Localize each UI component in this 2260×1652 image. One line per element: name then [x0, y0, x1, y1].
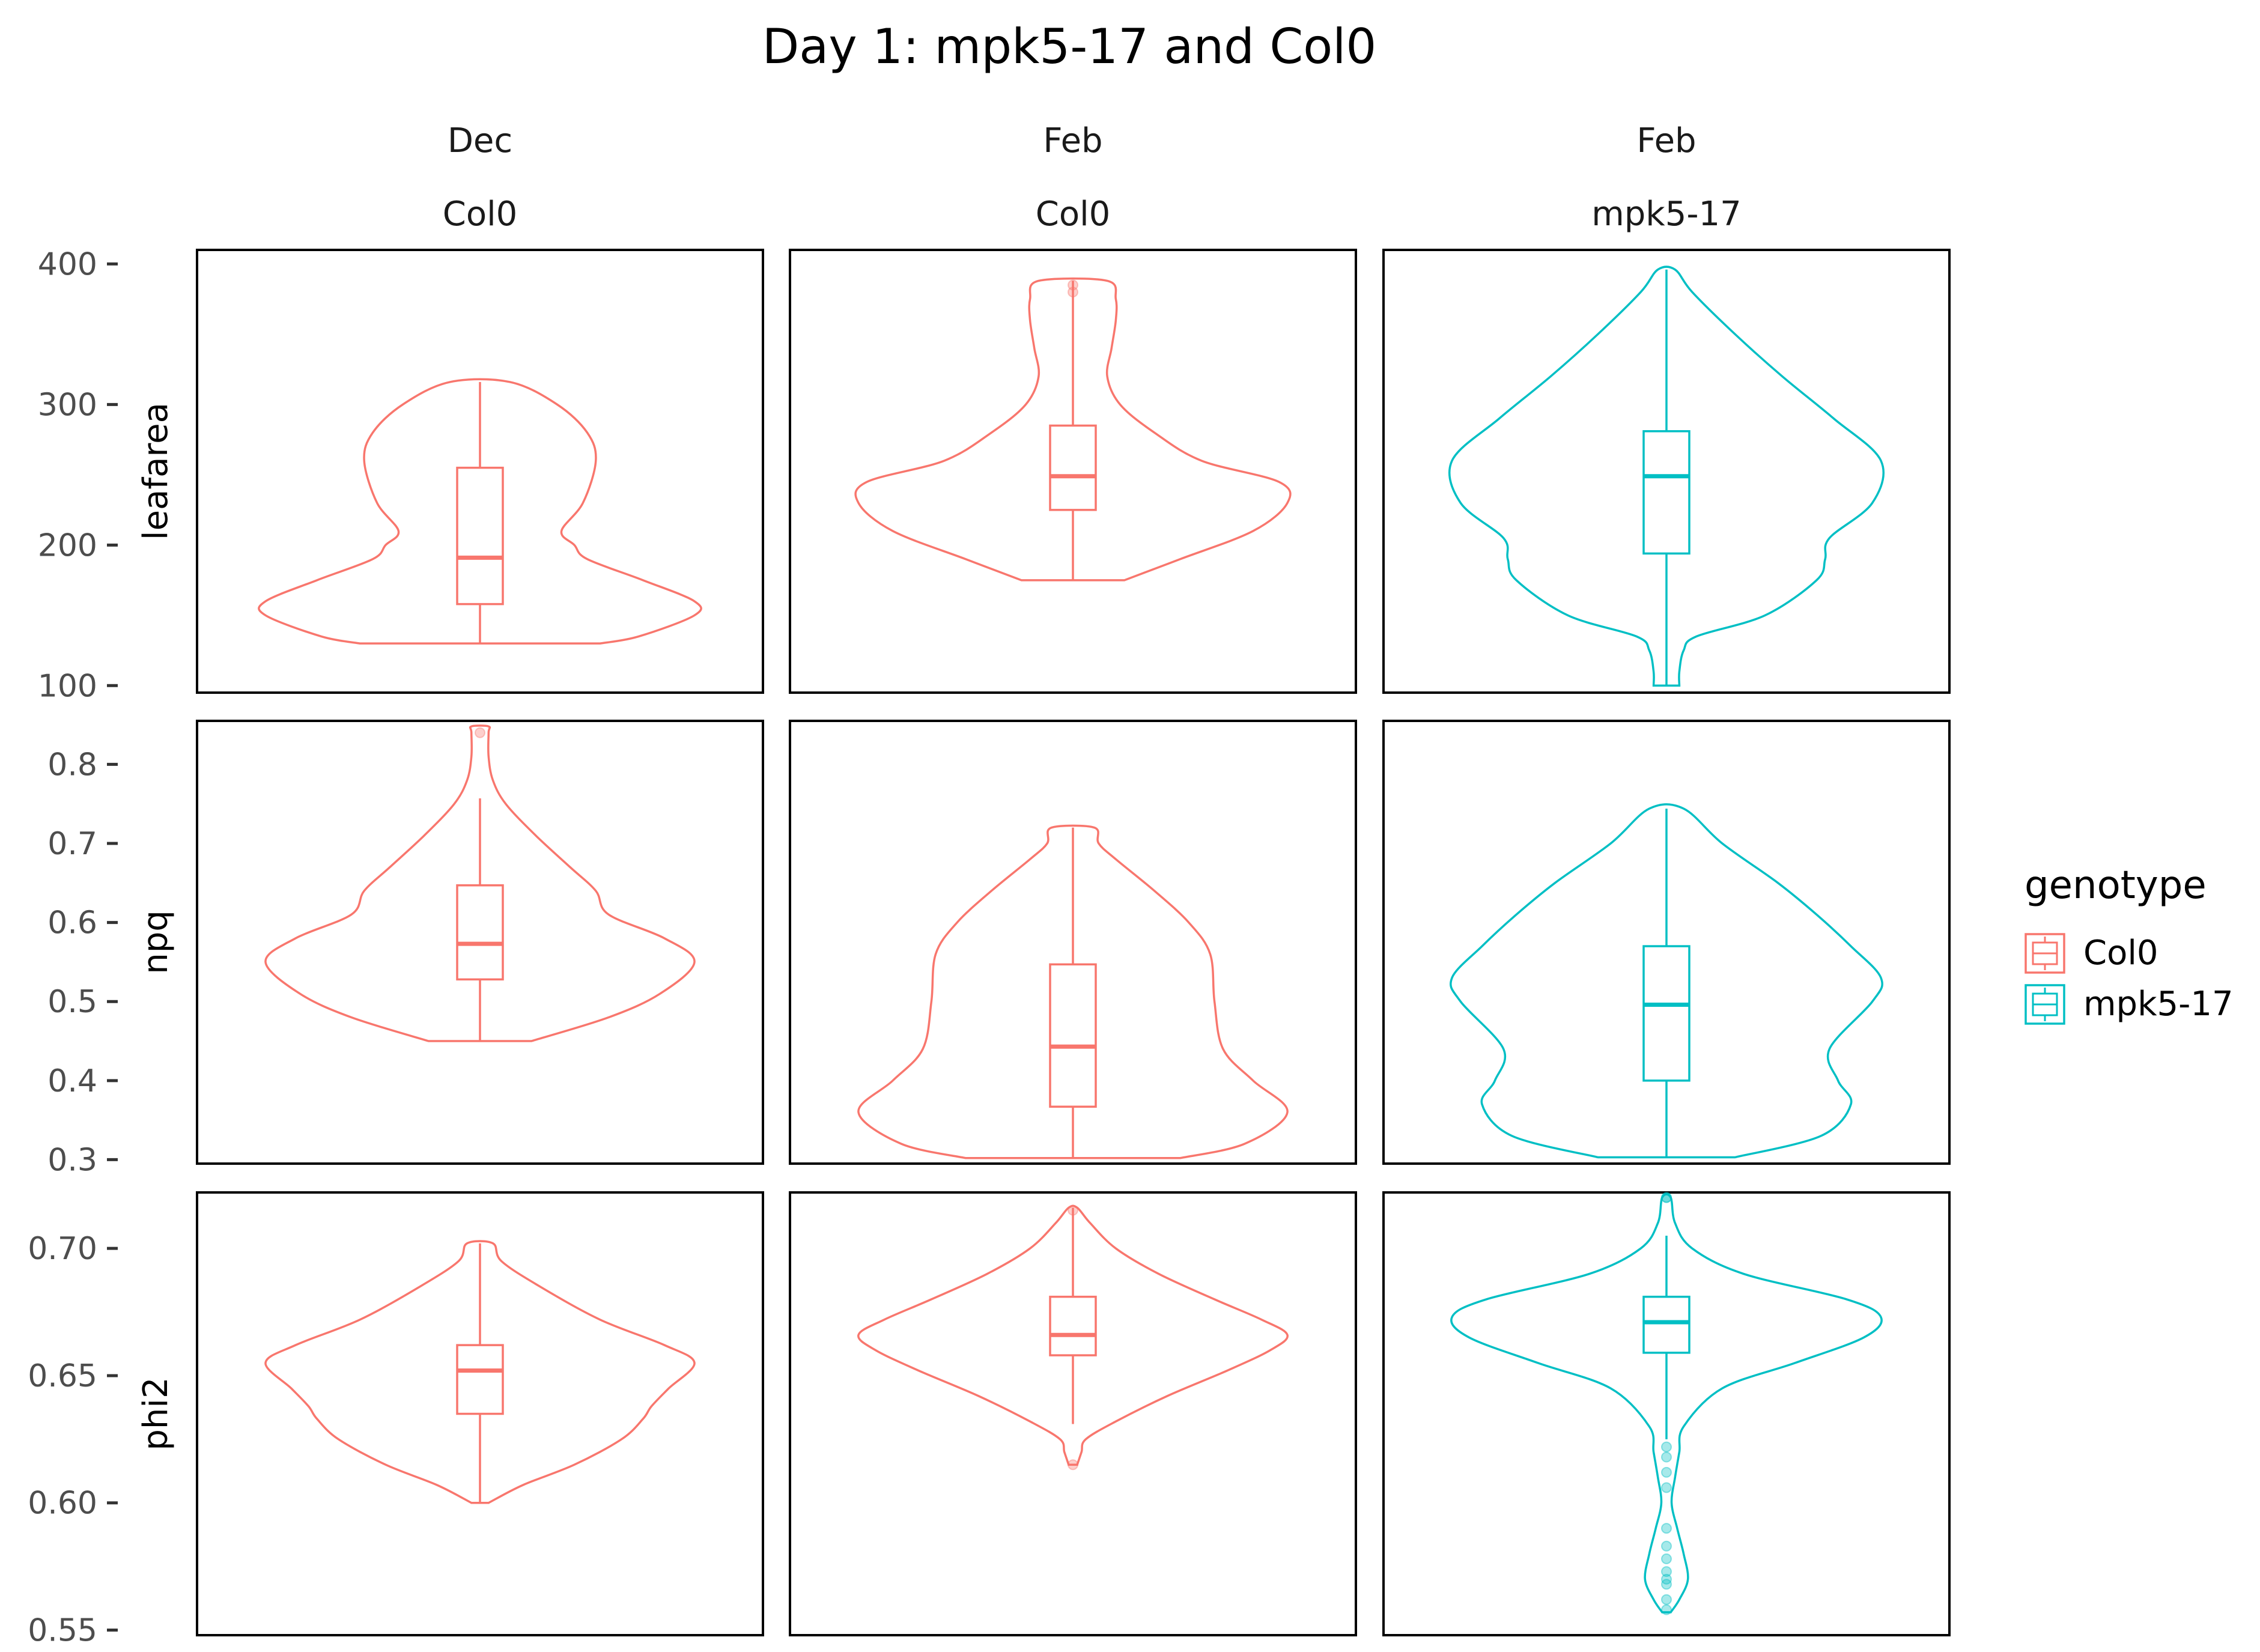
strip-month-0: Dec [448, 121, 512, 160]
y-tick-label: 0.6 [47, 905, 97, 941]
legend-item-mpk5-17: mpk5-17 [2025, 984, 2234, 1025]
box-iqr [1049, 1295, 1097, 1356]
y-tick-label: 200 [38, 527, 97, 563]
panel-phi2-2 [1382, 1191, 1951, 1636]
outlier-point [1661, 1573, 1672, 1585]
panel-npq-2 [1382, 720, 1951, 1165]
outlier-point [1661, 1451, 1672, 1463]
outlier-point [1068, 287, 1078, 298]
panel-leafarea-1 [789, 249, 1357, 694]
strip-genotype-1: Col0 [1036, 195, 1111, 234]
panel-phi2-0 [196, 1191, 764, 1636]
outlier-point [475, 727, 485, 738]
outlier-point [1068, 279, 1078, 291]
legend-item-Col0: Col0 [2025, 933, 2158, 974]
y-tick-label: 0.7 [47, 826, 97, 862]
legend: genotype Col0 mpk5-17 [2025, 863, 2234, 1025]
box-iqr [456, 884, 504, 981]
y-tick-label: 0.8 [47, 747, 97, 783]
y-tick-label: 400 [38, 246, 97, 282]
legend-label: mpk5-17 [2083, 985, 2234, 1024]
chart-title: Day 1: mpk5-17 and Col0 [762, 19, 1377, 74]
y-tick-label: 0.5 [47, 984, 97, 1020]
legend-key-box [2025, 933, 2065, 974]
outlier-point [1661, 1604, 1672, 1615]
row-label-npq: npq [136, 910, 175, 974]
box-iqr [1642, 945, 1690, 1082]
y-tick-label: 0.70 [28, 1231, 97, 1267]
violin-outline [1450, 1193, 1883, 1614]
violin-outline [264, 724, 696, 1042]
panel-npq-0 [196, 720, 764, 1165]
box-iqr [1642, 430, 1690, 555]
outlier-point [1661, 1441, 1672, 1453]
strip-genotype-2: mpk5-17 [1591, 195, 1742, 234]
violin-outline [854, 277, 1292, 582]
legend-label: Col0 [2083, 934, 2158, 973]
panel-leafarea-2 [1382, 249, 1951, 694]
y-tick-label: 100 [38, 668, 97, 704]
panel-border [789, 249, 1357, 694]
outlier-point [1661, 1192, 1672, 1203]
box-iqr [456, 466, 504, 606]
box-iqr [1642, 1295, 1690, 1354]
y-tick-label: 0.60 [28, 1486, 97, 1522]
panel-border [196, 1191, 764, 1636]
violin-outline [857, 1204, 1289, 1466]
panel-npq-1 [789, 720, 1357, 1165]
box-iqr [456, 1344, 504, 1415]
violin-outline [264, 1240, 696, 1504]
panel-phi2-1 [789, 1191, 1357, 1636]
box-iqr [1049, 963, 1097, 1108]
strip-month-1: Feb [1043, 121, 1102, 160]
violin-outline [258, 378, 702, 645]
strip-month-2: Feb [1636, 121, 1696, 160]
violin-outline [1448, 266, 1885, 687]
outlier-point [1661, 1523, 1672, 1534]
y-tick-label: 0.65 [28, 1358, 97, 1394]
outlier-point [1661, 1482, 1672, 1493]
outlier-point [1661, 1594, 1672, 1605]
y-tick-label: 300 [38, 387, 97, 423]
panel-border [196, 720, 764, 1165]
y-tick-label: 0.3 [47, 1142, 97, 1178]
strip-genotype-0: Col0 [443, 195, 518, 234]
box-iqr [1049, 424, 1097, 511]
panel-border [789, 720, 1357, 1165]
panel-border [1382, 720, 1951, 1165]
y-tick-label: 0.4 [47, 1063, 97, 1099]
row-label-leafarea: leafarea [136, 402, 175, 540]
violin-outline [1449, 803, 1884, 1159]
outlier-point [1661, 1566, 1672, 1578]
outlier-point [1661, 1579, 1672, 1590]
outlier-point [1661, 1540, 1672, 1552]
violin-outline [857, 824, 1289, 1159]
outlier-point [1661, 1553, 1672, 1564]
legend-title: genotype [2025, 863, 2207, 908]
panel-border [1382, 1191, 1951, 1636]
y-tick-label: 0.55 [28, 1613, 97, 1649]
outlier-point [1068, 1459, 1078, 1471]
outlier-point [1661, 1192, 1672, 1203]
outlier-point [1661, 1466, 1672, 1478]
row-label-phi2: phi2 [136, 1377, 175, 1450]
panel-border [789, 1191, 1357, 1636]
panel-leafarea-0 [196, 249, 764, 694]
legend-key-box [2025, 984, 2065, 1025]
panel-border [1382, 249, 1951, 694]
outlier-point [1068, 1204, 1078, 1216]
panel-border [196, 249, 764, 694]
